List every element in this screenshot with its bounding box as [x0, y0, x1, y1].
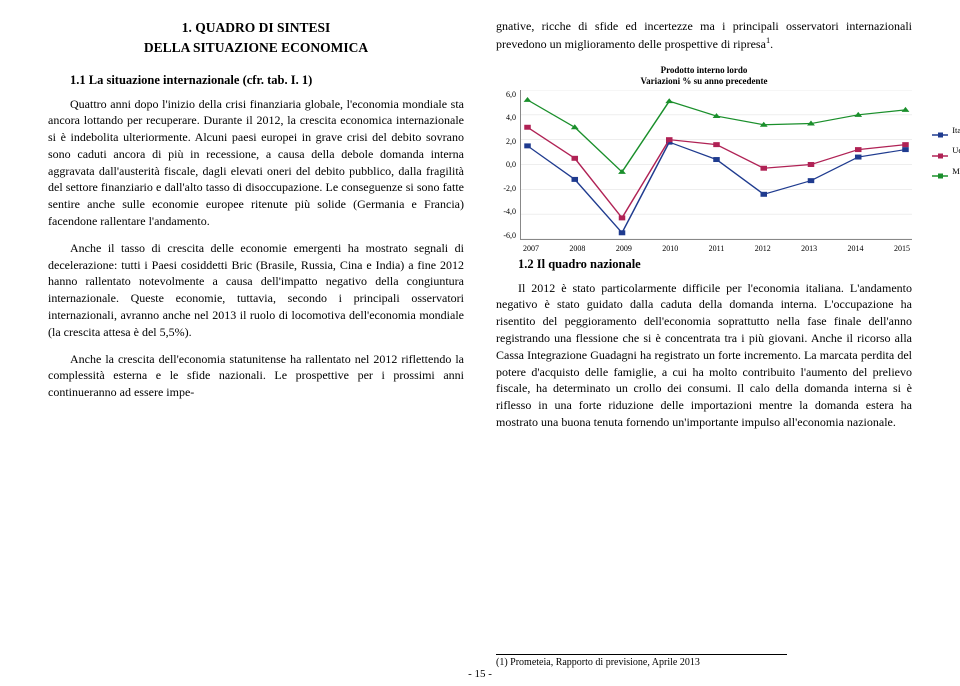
p0-text-b: .: [770, 37, 773, 51]
y-tick-label: 2,0: [496, 137, 516, 146]
right-column: gnative, ricche di sfide ed incertezze m…: [496, 18, 912, 668]
chart-title-l1: Prodotto interno lordo: [496, 65, 912, 77]
paragraph-2: Anche il tasso di crescita delle economi…: [48, 240, 464, 341]
title-line1: 1. QUADRO DI SINTESI: [48, 18, 464, 38]
p0-text-a: gnative, ricche di sfide ed incertezze m…: [496, 19, 912, 51]
chart-area: 6,0 4,0 2,0 0,0 -2,0 -4,0 -6,0 200720082009201…: [496, 90, 912, 240]
x-tick-label: 2011: [709, 244, 725, 253]
paragraph-1: Quattro anni dopo l'inizio della crisi f…: [48, 96, 464, 230]
x-tick-label: 2007: [523, 244, 539, 253]
paragraph-0: gnative, ricche di sfide ed incertezze m…: [496, 18, 912, 53]
y-tick-label: 0,0: [496, 160, 516, 169]
page-number: - 15 -: [468, 668, 492, 680]
legend-item: Italia: [932, 120, 960, 140]
legend-label: Ue (27 paesi): [952, 140, 960, 160]
legend-item: Mondo: [932, 161, 960, 181]
footnote: (1) Prometeia, Rapporto di previsione, A…: [496, 654, 787, 668]
chart-title: Prodotto interno lordo Variazioni % su a…: [496, 65, 912, 88]
paragraph-3: Anche la crescita dell'economia statunit…: [48, 351, 464, 401]
subheading-1-2: 1.2 Il quadro nazionale: [496, 257, 912, 272]
x-tick-label: 2015: [894, 244, 910, 253]
x-tick-label: 2010: [662, 244, 678, 253]
legend-swatch: [932, 147, 948, 155]
x-tick-label: 2013: [801, 244, 817, 253]
legend-item: Ue (27 paesi): [932, 140, 960, 160]
chart-legend: ItaliaUe (27 paesi)Mondo: [932, 120, 960, 181]
subheading-1-1: 1.1 La situazione internazionale (cfr. t…: [48, 73, 464, 88]
y-tick-label: 4,0: [496, 113, 516, 122]
x-tick-label: 2008: [569, 244, 585, 253]
y-tick-label: 6,0: [496, 90, 516, 99]
gdp-chart: Prodotto interno lordo Variazioni % su a…: [496, 65, 912, 245]
legend-label: Mondo: [952, 161, 960, 181]
x-tick-label: 2012: [755, 244, 771, 253]
plot-area: 200720082009201020112012201320142015: [520, 90, 912, 240]
legend-swatch: [932, 167, 948, 175]
y-tick-label: -4,0: [496, 207, 516, 216]
x-tick-label: 2009: [616, 244, 632, 253]
chapter-title: 1. QUADRO DI SINTESI DELLA SITUAZIONE EC…: [48, 18, 464, 59]
y-tick-label: -6,0: [496, 231, 516, 240]
left-column: 1. QUADRO DI SINTESI DELLA SITUAZIONE EC…: [48, 18, 464, 668]
x-tick-label: 2014: [848, 244, 864, 253]
chart-title-l2: Variazioni % su anno precedente: [496, 76, 912, 88]
title-line2: DELLA SITUAZIONE ECONOMICA: [48, 38, 464, 58]
y-axis-labels: 6,0 4,0 2,0 0,0 -2,0 -4,0 -6,0: [496, 90, 520, 240]
y-tick-label: -2,0: [496, 184, 516, 193]
x-axis-labels: 2007 2008 2009 2010 2011 2012 2013 2014 2015: [521, 244, 912, 253]
paragraph-4: Il 2012 è stato particolarmente difficil…: [496, 280, 912, 431]
legend-swatch: [932, 126, 948, 134]
legend-label: Italia: [952, 120, 960, 140]
